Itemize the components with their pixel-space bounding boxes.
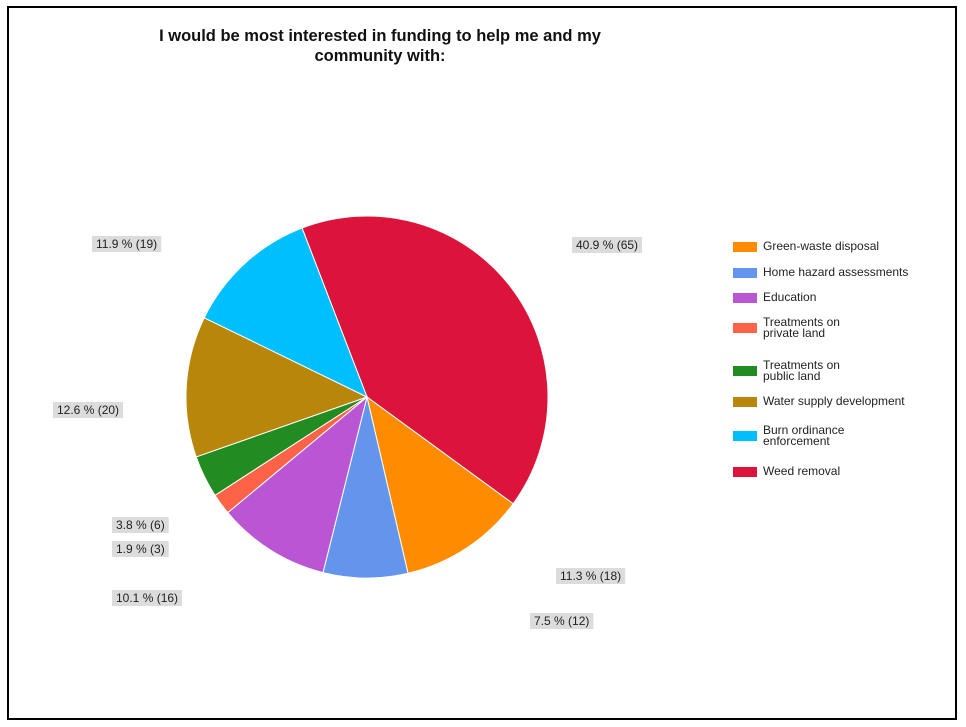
data-label-background: [556, 568, 626, 584]
pie-slices: [185, 215, 549, 579]
legend-label: Home hazard assessments: [763, 265, 909, 279]
data-label-home-hazard-assessments: 7.5 % (12): [530, 613, 594, 629]
data-label-treatments-on-private-land: 1.9 % (3): [112, 541, 169, 557]
data-label-text: 10.1 % (16): [116, 591, 178, 605]
data-label-green-waste-disposal: 11.3 % (18): [556, 568, 626, 584]
legend-item-treatments-on-private-land: Treatments on private land: [733, 315, 953, 340]
data-label-text: 40.9 % (65): [576, 238, 638, 252]
data-label-background: [530, 613, 594, 629]
legend-swatch: [733, 267, 757, 278]
legend-label: Burn ordinance enforcement: [763, 423, 845, 448]
legend-item-education: Education: [733, 290, 953, 304]
legend-item-water-supply-development: Water supply development: [733, 394, 953, 408]
legend-label: Weed removal: [763, 464, 841, 478]
data-label-background: [112, 541, 169, 557]
pie-slice-water-supply-development: [185, 317, 369, 458]
data-label-text: 11.9 % (19): [96, 237, 157, 251]
legend-label: Education: [763, 290, 817, 304]
chart-title-line-1: I would be most interested in funding to…: [159, 27, 601, 45]
chart-title-line-2: community with:: [314, 47, 446, 65]
data-label-text: 12.6 % (20): [57, 403, 119, 417]
pie-slice-education: [227, 395, 368, 574]
legend-label: Treatments on public land: [763, 358, 840, 383]
pie-slice-burn-ordinance-enforcement: [203, 227, 368, 399]
legend-item-weed-removal: Weed removal: [733, 464, 953, 478]
pie-slice-weed-removal: [301, 215, 549, 505]
legend-swatch: [733, 431, 757, 441]
chart-title: I would be most interested in funding to…: [100, 26, 660, 66]
legend-label: Green-waste disposal: [763, 239, 880, 253]
legend-item-treatments-on-public-land: Treatments on public land: [733, 358, 953, 383]
data-label-text: 1.9 % (3): [116, 542, 165, 556]
data-label-background: [112, 517, 169, 533]
legend-label: Water supply development: [763, 394, 905, 408]
data-label-background: [572, 237, 642, 253]
data-label-treatments-on-public-land: 3.8 % (6): [112, 517, 169, 533]
legend-item-home-hazard-assessments: Home hazard assessments: [733, 265, 953, 279]
data-label-text: 3.8 % (6): [116, 518, 165, 532]
legend-swatch: [733, 241, 757, 252]
legend-swatch: [733, 466, 757, 477]
data-label-text: 7.5 % (12): [534, 614, 589, 628]
legend-swatch: [733, 323, 757, 333]
data-label-background: [92, 236, 162, 252]
legend-swatch: [733, 366, 757, 376]
pie-slice-green-waste-disposal: [366, 395, 514, 574]
legend-swatch: [733, 292, 757, 303]
data-label-burn-ordinance-enforcement: 11.9 % (19): [92, 236, 162, 252]
legend-label: Treatments on private land: [763, 315, 840, 340]
legend-item-green-waste-disposal: Green-waste disposal: [733, 239, 953, 253]
data-label-weed-removal: 40.9 % (65): [572, 237, 642, 253]
data-label-background: [53, 402, 123, 418]
data-label-water-supply-development: 12.6 % (20): [53, 402, 123, 418]
legend-item-burn-ordinance-enforcement: Burn ordinance enforcement: [733, 423, 953, 448]
legend-swatch: [733, 396, 757, 407]
data-label-text: 11.3 % (18): [560, 569, 621, 583]
data-label-education: 10.1 % (16): [112, 590, 182, 606]
data-label-background: [112, 590, 182, 606]
